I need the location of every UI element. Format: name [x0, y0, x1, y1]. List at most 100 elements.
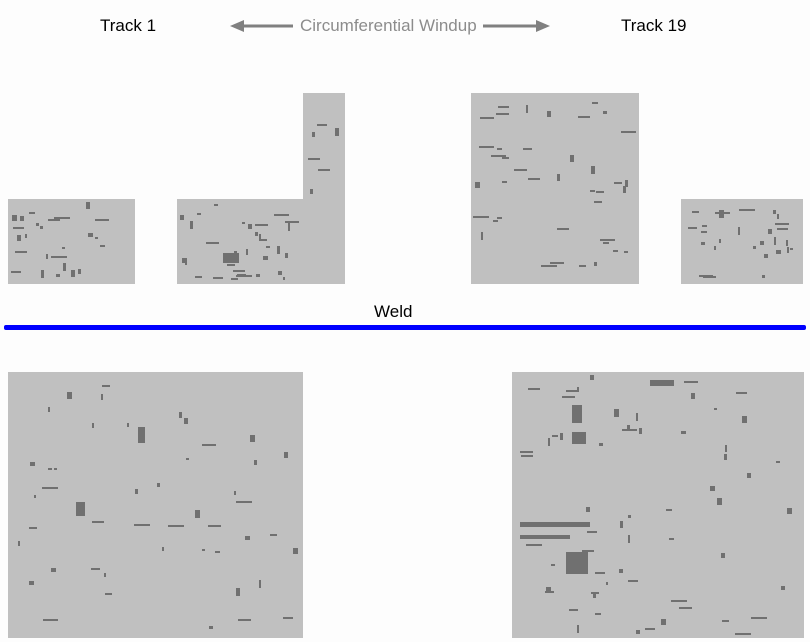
defect-mark: [546, 587, 551, 591]
defect-mark: [639, 428, 642, 434]
defect-mark: [684, 381, 698, 383]
defect-mark: [587, 531, 597, 533]
defect-mark: [101, 394, 103, 400]
top-panel-4: [681, 199, 803, 284]
defect-mark: [479, 146, 494, 148]
defect-mark: [285, 253, 288, 258]
defect-mark: [545, 591, 554, 593]
defect-mark: [577, 387, 579, 392]
defect-mark: [557, 174, 560, 181]
defect-mark: [51, 256, 67, 258]
defect-mark: [92, 423, 94, 428]
defect-mark: [283, 277, 285, 280]
defect-mark: [245, 536, 250, 540]
defect-mark: [481, 232, 483, 240]
defect-mark: [78, 269, 81, 274]
defect-mark: [236, 275, 252, 277]
defect-mark: [619, 569, 623, 573]
defect-mark: [91, 568, 100, 570]
defect-mark: [233, 270, 245, 272]
defect-mark: [54, 217, 65, 219]
defect-mark: [317, 124, 327, 126]
defect-mark: [162, 547, 164, 551]
defect-mark: [134, 524, 150, 526]
defect-mark: [614, 182, 622, 184]
defect-mark: [579, 265, 586, 267]
defect-mark: [254, 460, 257, 465]
defect-mark: [623, 186, 626, 193]
defect-mark: [777, 228, 788, 230]
defect-mark: [236, 588, 240, 596]
defect-blotch: [138, 427, 145, 443]
defect-mark: [259, 234, 261, 241]
defect-mark: [180, 215, 184, 220]
defect-mark: [208, 525, 221, 527]
defect-mark: [590, 375, 594, 380]
defect-mark: [473, 216, 489, 218]
defect-mark: [277, 246, 280, 254]
defect-mark: [751, 617, 767, 619]
defect-mark: [738, 227, 740, 235]
defect-mark: [570, 155, 574, 162]
defect-mark: [493, 220, 498, 222]
defect-mark: [263, 256, 268, 260]
defect-mark: [135, 489, 138, 494]
defect-mark: [29, 527, 37, 529]
defect-mark: [636, 413, 638, 421]
defect-mark: [681, 431, 686, 434]
defect-mark: [526, 105, 528, 113]
defect-mark: [236, 501, 252, 503]
defect-mark: [776, 250, 781, 254]
defect-mark: [312, 132, 315, 137]
defect-mark: [702, 225, 707, 227]
track-start-label: Track 1: [100, 16, 157, 35]
defect-mark: [671, 600, 687, 602]
defect-mark: [764, 254, 768, 258]
top-panel-2: [177, 93, 345, 284]
defect-mark: [202, 444, 216, 446]
defect-mark: [628, 535, 630, 543]
defect-mark: [603, 111, 607, 114]
defect-mark: [48, 219, 60, 221]
defect-mark: [714, 246, 716, 250]
defect-mark: [523, 148, 532, 150]
defect-mark: [54, 468, 57, 470]
track-end-label: Track 19: [621, 16, 687, 35]
defect-mark: [541, 265, 557, 267]
bottom-panel-1: [8, 372, 303, 638]
defect-mark: [526, 544, 542, 546]
defect-mark: [284, 452, 288, 458]
defect-mark: [127, 423, 129, 427]
defect-mark: [209, 626, 213, 629]
defect-mark: [48, 407, 50, 412]
defect-mark: [590, 190, 595, 192]
defect-mark: [215, 551, 220, 553]
defect-mark: [497, 148, 502, 150]
defect-mark: [227, 264, 235, 266]
defect-blotch: [520, 535, 570, 539]
defect-mark: [168, 525, 184, 527]
defect-mark: [717, 498, 722, 505]
defect-mark: [606, 582, 608, 585]
defect-mark: [480, 117, 494, 119]
defect-mark: [628, 580, 638, 582]
defect-mark: [773, 210, 776, 214]
top-panel-3: [471, 93, 639, 284]
defect-mark: [29, 581, 34, 585]
defect-mark: [256, 274, 260, 277]
defect-mark: [562, 396, 575, 398]
defect-mark: [591, 166, 595, 174]
defect-mark: [63, 263, 66, 271]
defect-mark: [551, 564, 555, 566]
defect-mark: [552, 435, 558, 437]
defect-mark: [285, 221, 299, 223]
defect-mark: [582, 550, 594, 552]
defect-mark: [95, 219, 109, 221]
defect-mark: [688, 227, 697, 229]
defect-mark: [288, 223, 290, 231]
defect-mark: [701, 231, 707, 233]
weld-line: [4, 325, 806, 330]
defect-mark: [100, 245, 105, 247]
defect-mark: [719, 239, 721, 243]
